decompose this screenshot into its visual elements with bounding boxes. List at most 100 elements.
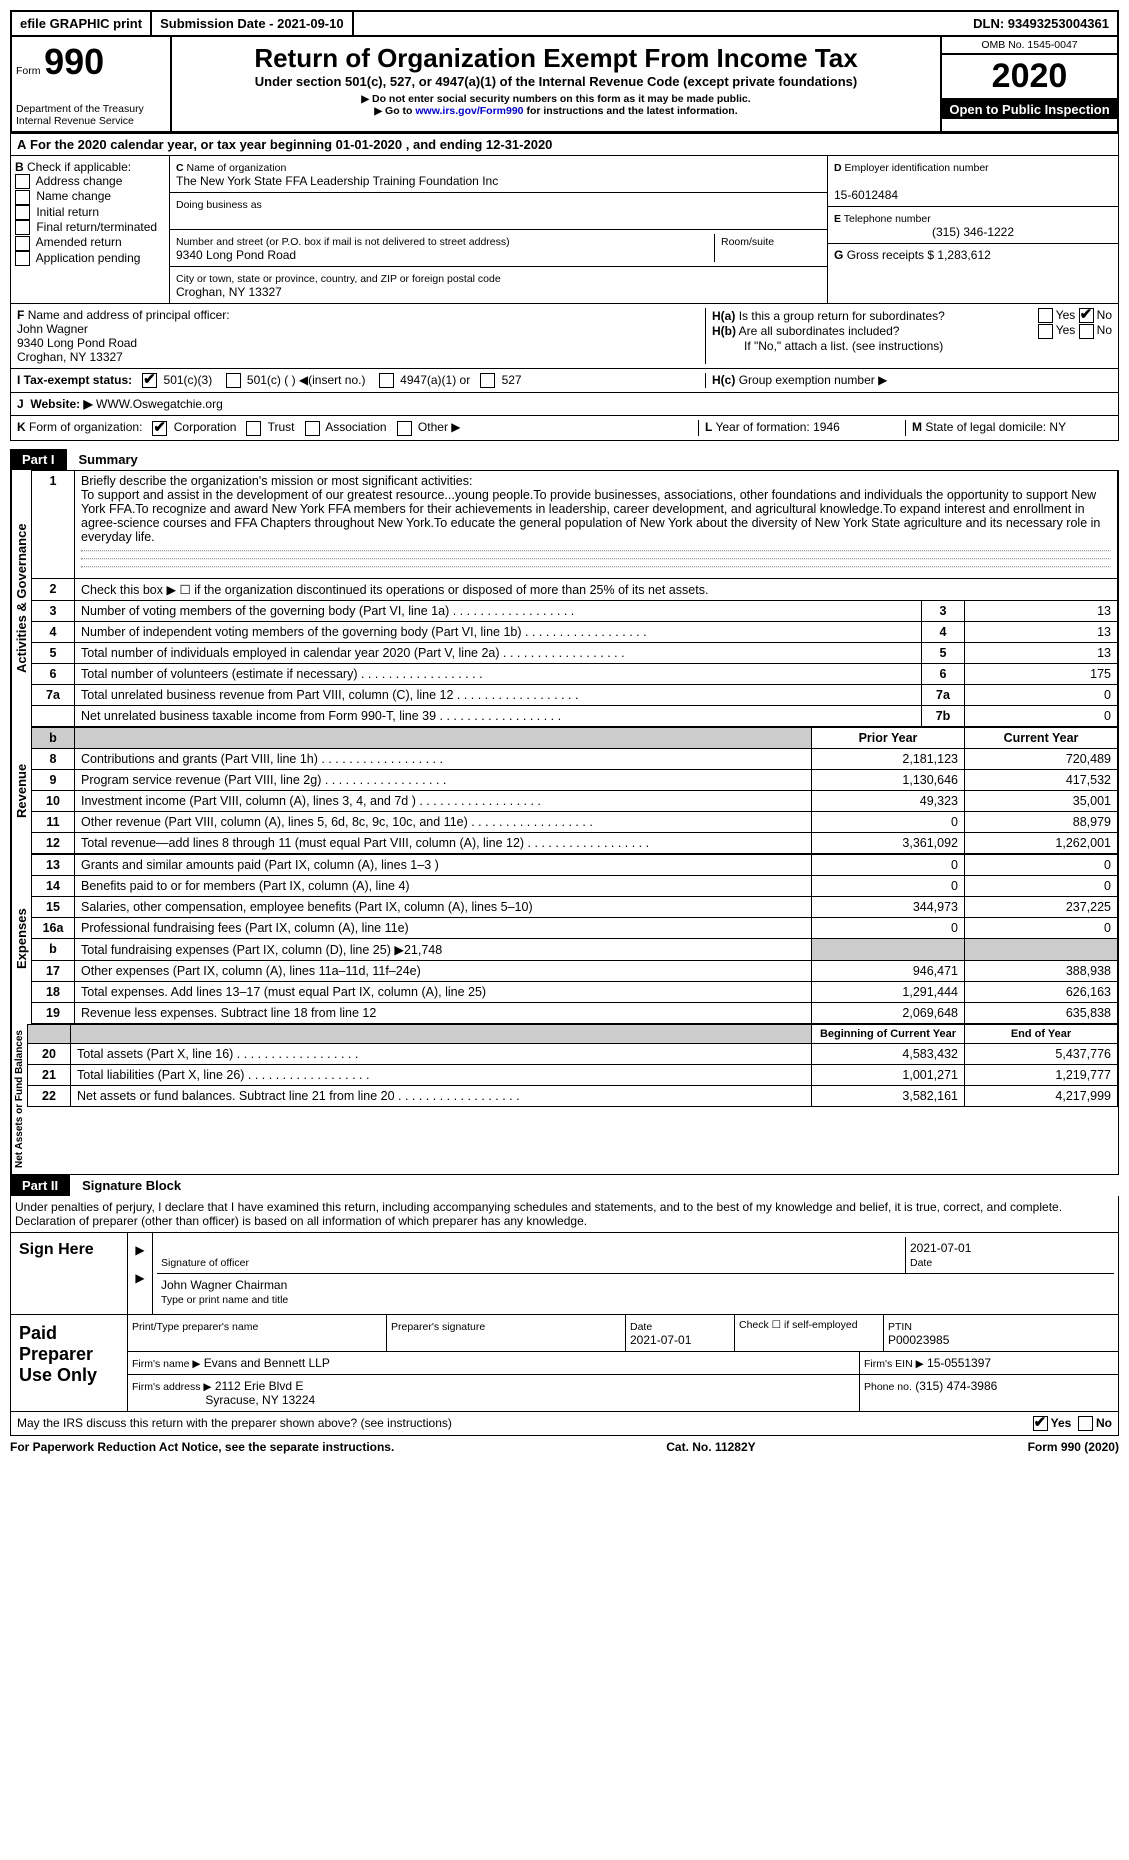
checkbox-ha-yes[interactable] xyxy=(1038,308,1053,323)
dept-irs: Internal Revenue Service xyxy=(16,115,166,127)
table-row: 13Grants and similar amounts paid (Part … xyxy=(32,854,1118,875)
part2-num: Part II xyxy=(10,1175,70,1196)
table-row: 11Other revenue (Part VIII, column (A), … xyxy=(32,811,1118,832)
officer-name: John Wagner xyxy=(17,322,88,336)
c-name-label: Name of organization xyxy=(187,162,287,174)
checkbox-hb-no[interactable] xyxy=(1079,324,1094,339)
checkbox-discuss-yes[interactable] xyxy=(1033,1416,1048,1431)
table-row: 16aProfessional fundraising fees (Part I… xyxy=(32,917,1118,938)
state-dom-val: NY xyxy=(1049,420,1066,434)
org-street: 9340 Long Pond Road xyxy=(176,248,296,262)
org-city: Croghan, NY 13327 xyxy=(176,285,282,299)
prep-date: 2021-07-01 xyxy=(630,1333,691,1347)
checkbox-ha-no[interactable] xyxy=(1079,308,1094,323)
b-opt-final: Final return/terminated xyxy=(36,220,157,234)
section-b: B Check if applicable: Address change Na… xyxy=(11,156,170,303)
checkbox-assoc[interactable] xyxy=(305,421,320,436)
addr-label: Number and street (or P.O. box if mail i… xyxy=(176,236,510,248)
firm-phone: (315) 474-3986 xyxy=(915,1379,997,1393)
table-row: 21Total liabilities (Part X, line 26)1,0… xyxy=(28,1064,1118,1085)
year-form-label: Year of formation: xyxy=(715,420,809,434)
phone-value: (315) 346-1222 xyxy=(834,225,1112,239)
checkbox-501c[interactable] xyxy=(226,373,241,388)
tax-year: 2020 xyxy=(942,55,1117,100)
table-row: 15Salaries, other compensation, employee… xyxy=(32,896,1118,917)
checkbox-name-change[interactable] xyxy=(15,190,30,205)
arrow-icon xyxy=(374,105,385,117)
checkbox-hb-yes[interactable] xyxy=(1038,324,1053,339)
q2-label: Check this box ▶ ☐ if the organization d… xyxy=(75,578,1118,600)
part1-title: Summary xyxy=(67,449,1119,470)
header-right: OMB No. 1545-0047 2020 Open to Public In… xyxy=(942,37,1117,131)
mission-text: To support and assist in the development… xyxy=(81,488,1100,544)
b-opt-amended: Amended return xyxy=(36,235,122,249)
table-row: bTotal fundraising expenses (Part IX, co… xyxy=(32,938,1118,960)
part1-header: Part I Summary xyxy=(10,449,1119,470)
b-label: Check if applicable: xyxy=(27,160,131,174)
table-row: 5Total number of individuals employed in… xyxy=(32,642,1118,663)
state-dom-label: State of legal domicile: xyxy=(925,420,1046,434)
efile-label: efile GRAPHIC print xyxy=(12,12,152,35)
officer-label: Name and address of principal officer: xyxy=(28,308,230,322)
gross-label: Gross receipts $ xyxy=(847,248,934,262)
checkbox-addr-change[interactable] xyxy=(15,174,30,189)
officer-type-name: John Wagner Chairman xyxy=(161,1278,287,1292)
opt-trust: Trust xyxy=(268,420,295,434)
ein-value: 15-6012484 xyxy=(834,188,898,202)
firm-ein: 15-0551397 xyxy=(927,1356,991,1370)
arrow-icon xyxy=(361,93,372,105)
arrow-icon: ▶▶ xyxy=(127,1233,152,1314)
ptin-label: PTIN xyxy=(888,1321,912,1333)
table-row: 12Total revenue—add lines 8 through 11 (… xyxy=(32,832,1118,853)
checkbox-501c3[interactable] xyxy=(142,373,157,388)
prep-name-label: Print/Type preparer's name xyxy=(132,1321,258,1333)
org-name: The New York State FFA Leadership Traini… xyxy=(176,174,498,188)
governance-table: 1 Briefly describe the organization's mi… xyxy=(31,470,1118,727)
form-label: Form xyxy=(16,65,41,77)
website-label: Website: ▶ xyxy=(30,397,92,411)
table-row: 4Number of independent voting members of… xyxy=(32,621,1118,642)
expenses-table: 13Grants and similar amounts paid (Part … xyxy=(31,854,1118,1024)
prep-sig-label: Preparer's signature xyxy=(391,1321,485,1333)
note-ssn: Do not enter social security numbers on … xyxy=(372,93,751,105)
firm-ein-label: Firm's EIN ▶ xyxy=(864,1358,924,1370)
k-label: Form of organization: xyxy=(29,420,142,434)
checkbox-trust[interactable] xyxy=(246,421,261,436)
hdr-prior: Prior Year xyxy=(812,727,965,748)
note-goto-pre: Go to xyxy=(385,105,415,117)
discuss-label: May the IRS discuss this return with the… xyxy=(17,1416,452,1430)
discuss-row: May the IRS discuss this return with the… xyxy=(10,1412,1119,1436)
firm-addr2: Syracuse, NY 13224 xyxy=(205,1393,315,1407)
checkbox-527[interactable] xyxy=(480,373,495,388)
checkbox-final[interactable] xyxy=(15,220,30,235)
checkbox-discuss-no[interactable] xyxy=(1078,1416,1093,1431)
checkbox-4947[interactable] xyxy=(379,373,394,388)
website-value: WWW.Oswegatchie.org xyxy=(96,397,223,411)
opt-4947: 4947(a)(1) or xyxy=(400,373,470,387)
page-footer: For Paperwork Reduction Act Notice, see … xyxy=(10,1436,1119,1454)
table-row: 17Other expenses (Part IX, column (A), l… xyxy=(32,960,1118,981)
ptin-val: P00023985 xyxy=(888,1333,949,1347)
dept-treasury: Department of the Treasury xyxy=(16,103,166,115)
checkbox-amended[interactable] xyxy=(15,236,30,251)
header-mid: Return of Organization Exempt From Incom… xyxy=(172,37,942,131)
firm-name: Evans and Bennett LLP xyxy=(204,1356,330,1370)
opt-501c: 501(c) ( ) ◀(insert no.) xyxy=(247,373,366,387)
self-emp-check: Check ☐ if self-employed xyxy=(735,1315,884,1351)
perjury-text: Under penalties of perjury, I declare th… xyxy=(10,1196,1119,1233)
officer-addr2: Croghan, NY 13327 xyxy=(17,350,123,364)
gross-value: 1,283,612 xyxy=(937,248,990,262)
checkbox-initial[interactable] xyxy=(15,205,30,220)
opt-527: 527 xyxy=(502,373,522,387)
irs-link[interactable]: www.irs.gov/Form990 xyxy=(415,105,523,117)
signature-block: Sign Here ▶▶ Signature of officer 2021-0… xyxy=(10,1233,1119,1412)
ha-label: Is this a group return for subordinates? xyxy=(739,309,945,323)
opt-corp: Corporation xyxy=(174,420,237,434)
checkbox-corp[interactable] xyxy=(152,421,167,436)
label-governance: Activities & Governance xyxy=(11,470,31,727)
revenue-section: Revenue b Prior Year Current Year 8Contr… xyxy=(10,727,1119,854)
table-row: 10Investment income (Part VIII, column (… xyxy=(32,790,1118,811)
checkbox-other[interactable] xyxy=(397,421,412,436)
checkbox-app-pending[interactable] xyxy=(15,251,30,266)
hb-note: If "No," attach a list. (see instruction… xyxy=(712,339,1112,353)
